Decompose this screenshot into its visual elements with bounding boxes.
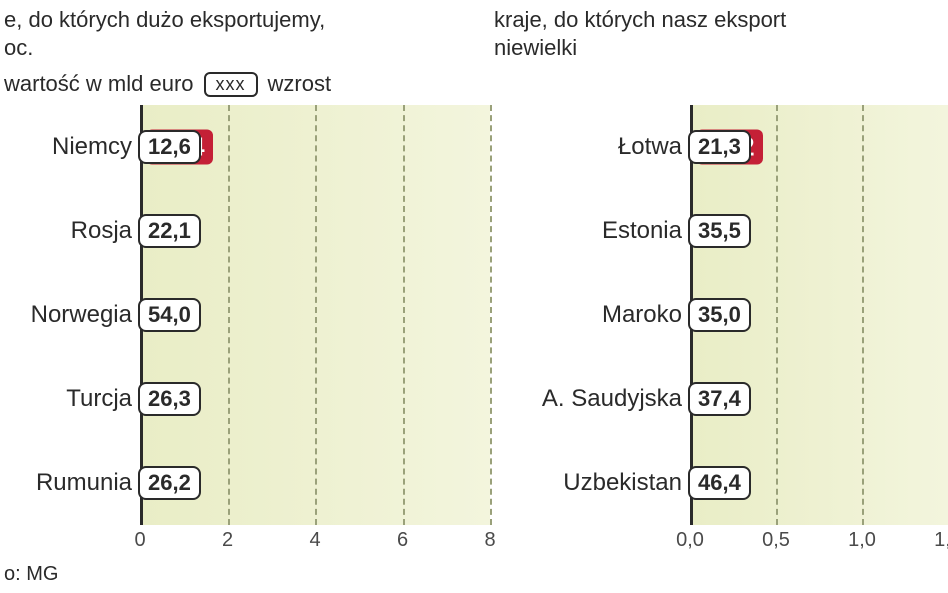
right-title-l1: kraje, do których nasz eksport (494, 6, 948, 34)
source: o: MG (0, 563, 948, 586)
right-plot: ŁotwaEstoniaMarokoA. SaudyjskaUzbekistan… (490, 105, 948, 525)
growth-pill: 26,2 (138, 466, 201, 500)
tick: 0,0 (676, 529, 704, 552)
gridline (315, 105, 317, 525)
legend-box: xxx (204, 72, 258, 97)
category-label: Rumunia (36, 441, 132, 525)
left-title-l2: oc. (4, 34, 490, 62)
right-title: kraje, do których nasz eksport niewielki (490, 6, 948, 61)
tick: 1,0 (848, 529, 876, 552)
category-label: Maroko (602, 273, 682, 357)
left-xaxis: 02468 (140, 525, 490, 559)
tick: 1,5 (934, 529, 948, 552)
legend: wartość w mld euro xxx wzrost (0, 65, 948, 105)
left-bars-area: 12,635,422,16,154,02,726,32,426,22,1 (140, 105, 490, 525)
titles-row: e, do których dużo eksportujemy, oc. kra… (0, 0, 948, 65)
left-chart: NiemcyRosjaNorwegiaTurcjaRumunia 12,635,… (0, 105, 490, 559)
growth-pill: 35,5 (688, 214, 751, 248)
growth-pill: 46,4 (688, 466, 751, 500)
growth-pill: 54,0 (138, 298, 201, 332)
growth-pill: 12,6 (138, 130, 201, 164)
right-chart: ŁotwaEstoniaMarokoA. SaudyjskaUzbekistan… (490, 105, 948, 559)
left-labels: NiemcyRosjaNorwegiaTurcjaRumunia (0, 105, 140, 525)
category-label: Niemcy (52, 105, 132, 189)
category-label: Rosja (71, 189, 132, 273)
legend-wartosc: wartość w mld euro (4, 71, 194, 97)
growth-pill: 37,4 (688, 382, 751, 416)
tick: 4 (309, 529, 320, 552)
gridline (776, 105, 778, 525)
growth-pill: 21,3 (688, 130, 751, 164)
gridline (862, 105, 864, 525)
growth-pill: 22,1 (138, 214, 201, 248)
category-label: A. Saudyjska (542, 357, 682, 441)
tick: 0 (134, 529, 145, 552)
right-labels: ŁotwaEstoniaMarokoA. SaudyjskaUzbekistan (490, 105, 690, 525)
gridline (228, 105, 230, 525)
growth-pill: 26,3 (138, 382, 201, 416)
category-label: Łotwa (618, 105, 682, 189)
category-label: Uzbekistan (563, 441, 682, 525)
right-xaxis: 0,00,51,01,5 (690, 525, 948, 559)
left-plot: NiemcyRosjaNorwegiaTurcjaRumunia 12,635,… (0, 105, 490, 525)
gridline (403, 105, 405, 525)
right-title-l2: niewielki (494, 34, 948, 62)
left-title-l1: e, do których dużo eksportujemy, (4, 6, 490, 34)
left-title: e, do których dużo eksportujemy, oc. (0, 6, 490, 61)
tick: 2 (222, 529, 233, 552)
growth-pill: 35,0 (688, 298, 751, 332)
tick: 6 (397, 529, 408, 552)
right-bars-area: 21,30,8235,50,7635,00,1437,40,0546,40,02 (690, 105, 948, 525)
category-label: Norwegia (31, 273, 132, 357)
charts: NiemcyRosjaNorwegiaTurcjaRumunia 12,635,… (0, 105, 948, 559)
category-label: Turcja (66, 357, 132, 441)
tick: 0,5 (762, 529, 790, 552)
legend-wzrost: wzrost (268, 71, 332, 97)
category-label: Estonia (602, 189, 682, 273)
